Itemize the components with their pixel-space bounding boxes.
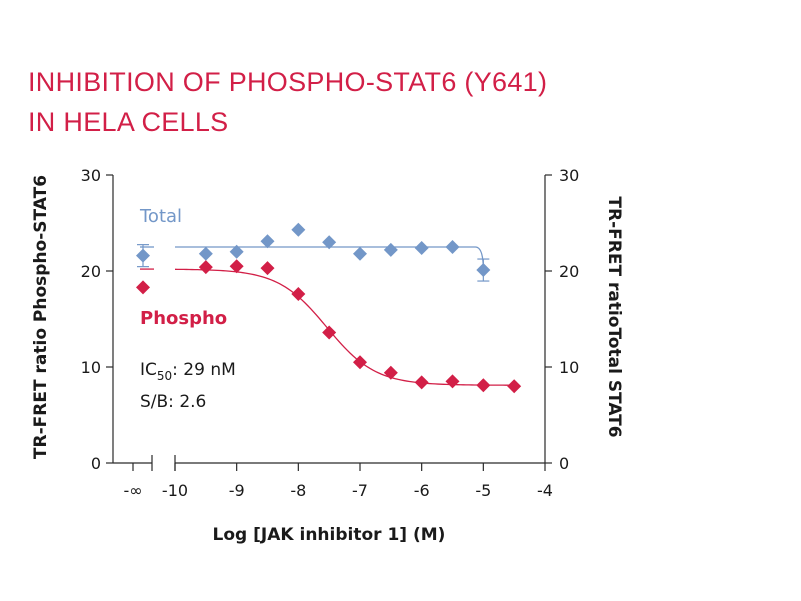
x-tick-label: -4 (537, 481, 553, 500)
ic50-prefix: IC (140, 360, 157, 380)
sb-annotation: S/B: 2.6 (140, 392, 206, 412)
phospho-point (445, 374, 460, 389)
right-y-tick-label: 30 (559, 166, 579, 185)
ic50-annotation: IC50: 29 nM (140, 360, 236, 383)
left-y-tick-label: 20 (81, 262, 101, 281)
left-y-tick-label: 0 (91, 454, 101, 473)
tick-labels: -10 -9 -8 -7 -6 -5 -4 0 0 10 10 20 20 30 30 (81, 166, 580, 500)
x-tick-label: -5 (475, 481, 491, 500)
total-point (383, 242, 398, 257)
total-point (229, 244, 244, 259)
total-point (260, 234, 275, 249)
x-tick-label: -7 (352, 481, 368, 500)
total-fit-curve (175, 246, 484, 271)
x-tick-label: -9 (229, 481, 245, 500)
x-break-tick-label: -∞ (123, 481, 142, 500)
phospho-point (229, 259, 244, 274)
total-point (353, 246, 367, 261)
phospho-baseline-point (136, 280, 150, 295)
total-point (198, 246, 213, 261)
total-point (291, 222, 306, 237)
right-y-tick-label: 0 (559, 454, 569, 473)
right-y-tick-label: 20 (559, 262, 579, 281)
total-point (322, 235, 337, 250)
data-points (136, 222, 522, 394)
x-axis-label: Log [JAK inhibitor 1] (M) (213, 525, 446, 545)
phospho-fit-curve (174, 268, 515, 386)
phospho-point (507, 379, 522, 394)
y-axis-label-right: TR-FRET ratioTotal STAT6 (604, 196, 624, 437)
phospho-point (353, 355, 367, 370)
x-tick-label: -8 (290, 481, 306, 500)
chart-title-line-2: IN HELA CELLS (28, 107, 229, 137)
y-axis-label-left: TR-FRET ratio Phospho-STAT6 (31, 175, 51, 459)
left-y-tick-label: 10 (81, 358, 101, 377)
phospho-point (383, 365, 398, 380)
chart-title-line-1: INHIBITION OF PHOSPHO-STAT6 (Y641) (28, 67, 548, 97)
series-label-phospho: Phospho (140, 308, 227, 329)
x-tick-label: -6 (414, 481, 430, 500)
right-y-tick-label: 10 (559, 358, 579, 377)
phospho-point (414, 375, 429, 390)
total-point (414, 240, 429, 255)
phospho-point (198, 260, 213, 275)
phospho-point (476, 378, 491, 393)
total-baseline-point (136, 248, 150, 263)
series-label-total: Total (139, 206, 182, 227)
phospho-point (291, 287, 306, 302)
ic50-subscript: 50 (157, 369, 172, 383)
x-tick-label: -10 (162, 481, 188, 500)
ic50-value: : 29 nM (172, 360, 236, 380)
phospho-point (322, 325, 337, 340)
left-y-tick-label: 30 (81, 166, 101, 185)
phospho-point (260, 261, 275, 276)
chart-title: INHIBITION OF PHOSPHO-STAT6 (Y641) IN HE… (28, 62, 547, 142)
total-point (476, 263, 491, 278)
total-point (445, 240, 460, 254)
